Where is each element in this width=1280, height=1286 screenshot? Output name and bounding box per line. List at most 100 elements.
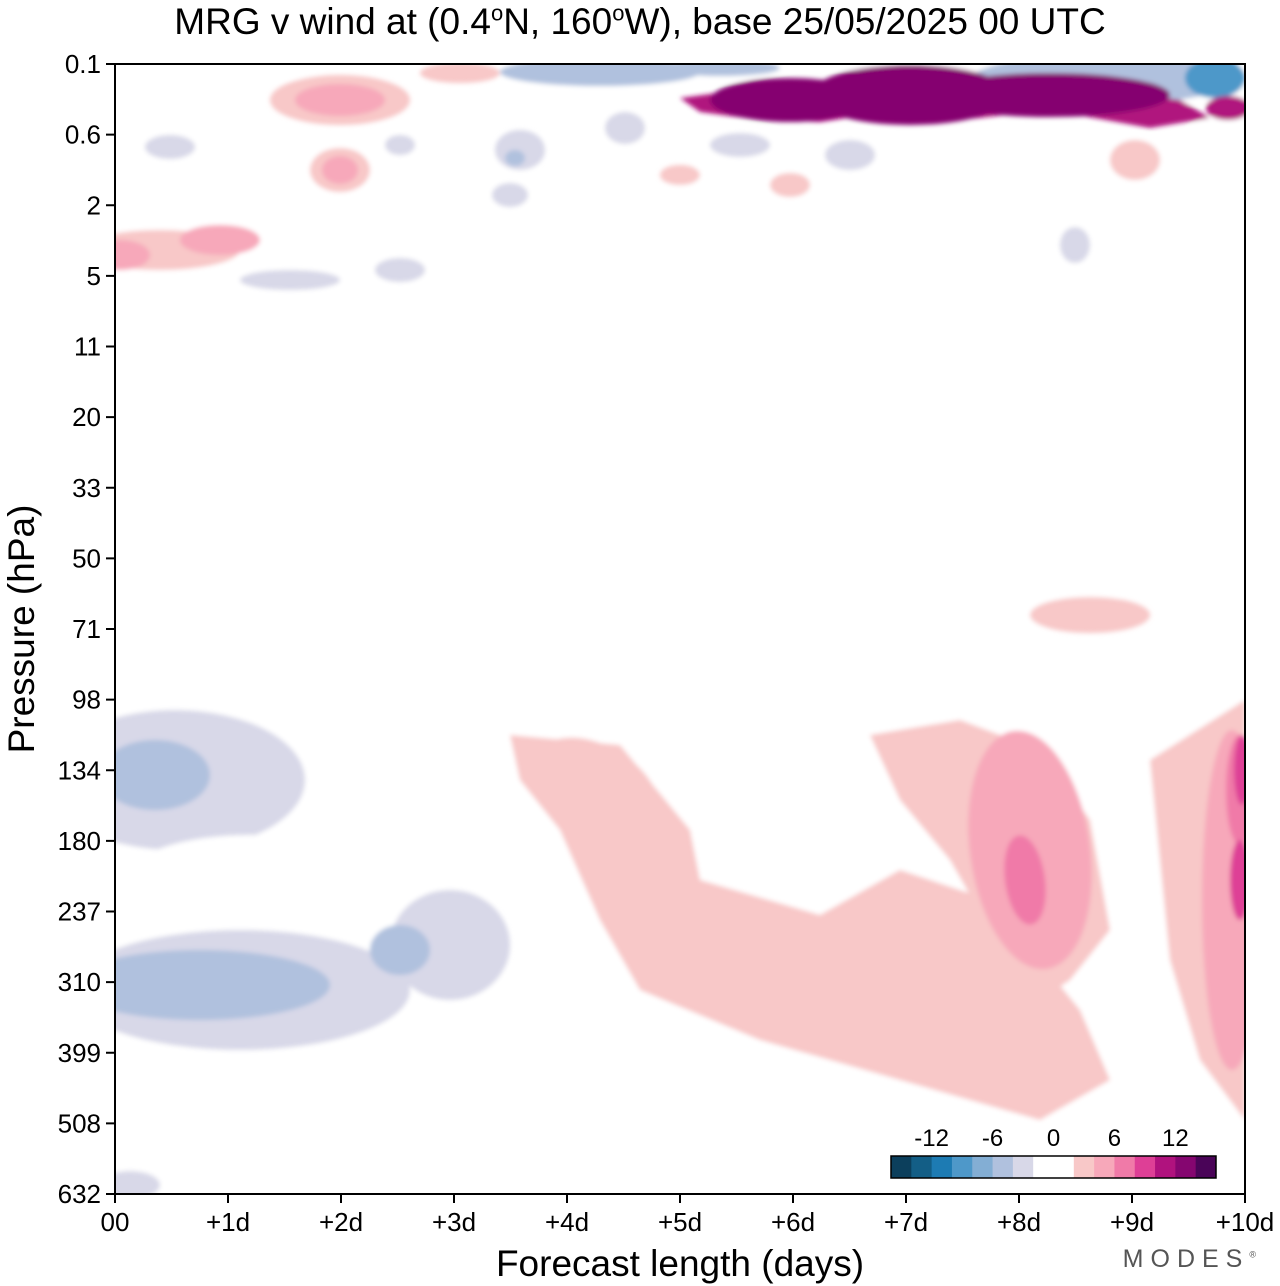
- contour-region: [660, 263, 780, 287]
- contour-region: [390, 890, 510, 1000]
- y-tick-label: 508: [58, 1108, 101, 1138]
- y-tick-label: 2: [87, 190, 101, 220]
- colorbar-swatch: [1195, 1156, 1217, 1178]
- x-tick-label: +4d: [545, 1207, 589, 1237]
- y-tick-label: 0.6: [65, 120, 101, 150]
- contour-region: [115, 950, 330, 1020]
- y-tick-label: 5: [87, 261, 101, 291]
- colorbar-swatch: [891, 1156, 912, 1178]
- contour-region: [1045, 335, 1095, 365]
- y-axis: 0.1 0.6 2 5 11 20 33 50 71 98 134 180 237 310 399 508 63…: [58, 49, 115, 1209]
- contour-region: [492, 183, 528, 207]
- contour-region: [295, 84, 385, 116]
- contour-region: [590, 497, 690, 533]
- contour-region: [945, 170, 995, 230]
- contour-region: [355, 520, 455, 560]
- y-tick-label: 180: [58, 826, 101, 856]
- contour-region: [180, 225, 260, 255]
- y-tick-label: 0.1: [65, 49, 101, 79]
- x-tick-label: +10d: [1216, 1207, 1275, 1237]
- contour-region: [385, 135, 415, 155]
- contour-region: [368, 398, 448, 422]
- contour-region: [382, 480, 418, 496]
- colorbar-swatch: [1134, 1156, 1156, 1178]
- contour-region: [1190, 115, 1245, 145]
- contour-region: [166, 873, 194, 883]
- y-tick-label: 134: [58, 755, 101, 785]
- contour-region: [140, 526, 240, 544]
- x-axis: 00 +1d +2d +3d +4d +5d +6d +7d +8d +9d +10d: [101, 1194, 1275, 1237]
- contour-region: [490, 312, 550, 372]
- y-tick-label: 71: [72, 614, 101, 644]
- contour-region: [420, 64, 500, 83]
- colorbar-swatch: [992, 1156, 1014, 1178]
- contour-region: [115, 355, 190, 385]
- colorbar-swatch: [1175, 1156, 1197, 1178]
- contour-region: [830, 594, 870, 612]
- contour-region: [895, 328, 935, 338]
- contour-region: [825, 140, 875, 170]
- colorbar-tick-label: 12: [1162, 1125, 1189, 1152]
- contour-region: [1140, 245, 1240, 285]
- x-tick-label: +5d: [658, 1207, 702, 1237]
- y-tick-label: 237: [58, 897, 101, 927]
- contour-region: [120, 337, 180, 353]
- colorbar-frame: [890, 1155, 1217, 1179]
- contour-region: [115, 240, 150, 270]
- contour-region: [216, 482, 244, 492]
- contour-region: [605, 112, 645, 144]
- colorbar-swatch: [911, 1156, 933, 1178]
- contour-region: [710, 133, 770, 157]
- contour-region: [370, 925, 430, 975]
- y-tick-label: 20: [72, 402, 101, 432]
- y-tick-label: 33: [72, 473, 101, 503]
- contour-region: [260, 65, 320, 79]
- contour-region: [322, 156, 358, 184]
- contour-region: [530, 737, 660, 843]
- contour-region: [505, 150, 525, 166]
- contour-region: [381, 449, 409, 461]
- colorbar-tick-label: -12: [914, 1125, 949, 1152]
- y-tick-label: 50: [72, 543, 101, 573]
- contour-region: [930, 73, 1170, 117]
- contour-region: [1072, 355, 1088, 385]
- colorbar-tick-label: 6: [1108, 1125, 1121, 1152]
- contour-region: [720, 300, 800, 324]
- x-tick-label: 00: [101, 1207, 130, 1237]
- colorbar-swatch: [972, 1156, 994, 1178]
- x-tick-label: +7d: [884, 1207, 928, 1237]
- contour-region: [160, 423, 190, 433]
- contour-field: [115, 64, 1245, 1194]
- contour-region: [1200, 170, 1245, 220]
- y-tick-label: 98: [72, 685, 101, 715]
- contour-region: [710, 78, 870, 122]
- x-tick-label: +1d: [206, 1207, 250, 1237]
- contour-region: [395, 163, 445, 183]
- contour-region: [115, 442, 139, 454]
- contour-region: [1185, 64, 1245, 98]
- contour-region: [620, 345, 700, 375]
- chart-title: MRG v wind at (0.4oN, 160oW), base 25/05…: [174, 0, 1106, 42]
- contour-region: [375, 258, 425, 282]
- contour-region: [240, 270, 340, 290]
- contour-region: [115, 308, 250, 328]
- contour-region: [580, 260, 640, 280]
- y-axis-label: Pressure (hPa): [1, 505, 42, 754]
- contour-region: [145, 135, 195, 159]
- colorbar-swatch: [1094, 1156, 1115, 1178]
- contour-region: [610, 317, 650, 329]
- x-tick-label: +9d: [1110, 1207, 1154, 1237]
- contour-region: [510, 735, 1110, 1120]
- contour-region: [115, 1171, 160, 1194]
- colorbar-swatch: [1155, 1156, 1176, 1178]
- contour-region: [1230, 840, 1245, 920]
- contour-region: [1030, 597, 1150, 633]
- contour-region: [1234, 735, 1245, 805]
- colorbar-swatch: [1012, 1156, 1034, 1178]
- x-tick-label: +8d: [997, 1207, 1041, 1237]
- modes-logo: MODES®: [1122, 1245, 1256, 1273]
- colorbar-tick-label: 0: [1047, 1125, 1060, 1152]
- colorbar-swatch: [1073, 1156, 1095, 1178]
- contour-region: [850, 484, 970, 506]
